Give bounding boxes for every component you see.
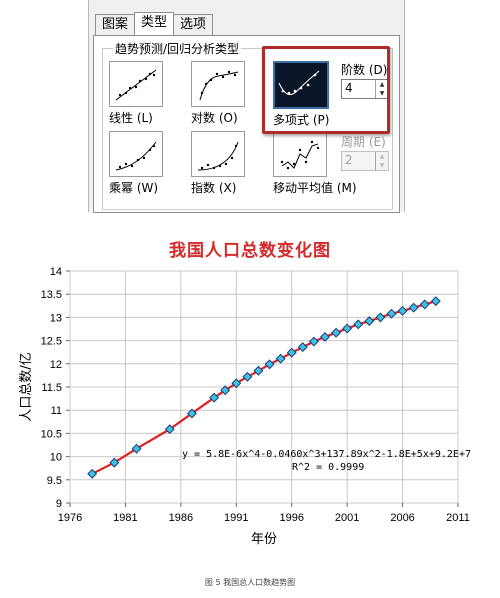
period-value: 2 — [345, 153, 353, 167]
x-tick-label: 1986 — [169, 512, 193, 524]
x-tick-label: 1991 — [224, 512, 248, 524]
data-point — [308, 336, 319, 347]
data-point — [408, 302, 419, 313]
y-tick-label: 10.5 — [41, 428, 62, 440]
option-log-label: 对数 (O) — [191, 111, 238, 125]
data-point — [430, 296, 441, 307]
data-point — [231, 378, 242, 389]
y-tick-label: 11 — [51, 405, 62, 417]
data-point — [87, 468, 98, 479]
population-chart: 9 9.5 10 10.5 11 11.5 12 12.5 13 13.5 14 1976 1981 19… — [19, 266, 471, 547]
data-point — [186, 408, 197, 419]
data-point — [353, 319, 364, 330]
data-point — [375, 312, 386, 323]
option-power[interactable]: 乘幂 (W) — [109, 131, 173, 196]
option-polynomial-label: 多项式 (P) — [273, 113, 330, 127]
y-tick-label: 13 — [50, 312, 62, 324]
data-point — [397, 305, 408, 316]
y-tick-label: 14 — [50, 266, 62, 278]
option-polynomial[interactable]: 多项式 (P) — [273, 61, 337, 128]
option-log[interactable]: 对数 (O) — [191, 61, 255, 126]
y-axis-label: 人口总数/亿 — [19, 352, 34, 421]
option-moving-average[interactable]: 移动平均值 (M) — [273, 131, 357, 196]
exponential-trend-icon — [191, 131, 245, 177]
linear-trend-icon — [109, 61, 163, 107]
y-tick-label: 9.5 — [47, 475, 62, 487]
y-tick-label: 10 — [50, 452, 62, 464]
option-power-label: 乘幂 (W) — [109, 181, 159, 195]
data-point — [242, 371, 253, 382]
tab-type[interactable]: 类型 — [134, 12, 175, 35]
order-down-icon[interactable]: ▼ — [379, 90, 385, 97]
trend-type-group-title: 趋势预测/回归分析类型 — [113, 40, 242, 57]
data-point — [342, 323, 353, 334]
r-squared-label: R^2 = 0.9999 — [292, 462, 364, 473]
data-point — [209, 392, 220, 403]
y-tick-label: 11.5 — [41, 382, 62, 394]
y-tick-label: 12 — [50, 359, 62, 371]
tab-pattern[interactable]: 图案 — [95, 14, 136, 35]
y-tick-label: 12.5 — [41, 336, 62, 348]
data-point — [131, 443, 142, 454]
x-tick-label: 2006 — [390, 512, 414, 524]
tab-options[interactable]: 选项 — [173, 14, 214, 35]
data-point — [364, 316, 375, 327]
option-exponential-label: 指数 (X) — [191, 181, 237, 195]
option-exponential[interactable]: 指数 (X) — [191, 131, 255, 196]
data-point — [320, 331, 330, 342]
chart-title: 我国人口总数变化图 — [169, 241, 331, 261]
option-moving-average-label: 移动平均值 (M) — [273, 181, 357, 195]
data-point — [275, 353, 286, 364]
figure-caption: 图 5 我国总人口数趋势图 — [204, 578, 296, 587]
trend-type-group: 趋势预测/回归分析类型 线性 (L) 对数 (O) — [102, 40, 393, 210]
power-trend-icon — [109, 131, 163, 177]
period-down-icon: ▼ — [379, 162, 385, 169]
x-tick-label: 2011 — [446, 512, 470, 524]
moving-average-icon — [273, 131, 327, 177]
period-label: 周期 (E) — [341, 135, 386, 149]
order-up-icon[interactable]: ▲ — [379, 81, 385, 88]
y-tick-label: 13.5 — [41, 289, 62, 301]
order-value[interactable]: 4 — [345, 81, 353, 95]
type-panel: 趋势预测/回归分析类型 线性 (L) 对数 (O) — [93, 35, 400, 213]
data-point — [164, 424, 175, 435]
x-tick-label: 1981 — [113, 512, 137, 524]
data-point — [419, 299, 430, 310]
data-point — [286, 347, 297, 358]
dialog-tabs: 图案 类型 选项 — [95, 12, 214, 36]
log-trend-icon — [191, 61, 245, 107]
order-spinner[interactable]: 4 ▲ ▼ — [341, 79, 389, 99]
period-up-icon: ▲ — [379, 153, 385, 160]
x-tick-label: 1976 — [58, 512, 82, 524]
polynomial-trend-icon — [273, 61, 329, 109]
option-linear[interactable]: 线性 (L) — [109, 61, 173, 126]
data-point — [264, 359, 275, 370]
data-point — [109, 457, 120, 468]
trendline-dialog: 图案 类型 选项 趋势预测/回归分析类型 线性 (L) 对数 (O) — [88, 0, 405, 213]
x-tick-label: 1996 — [279, 512, 303, 524]
y-tick-label: 9 — [56, 498, 62, 510]
data-point — [253, 365, 264, 376]
period-spinner: 2 ▲ ▼ — [341, 151, 389, 171]
data-point — [297, 342, 308, 353]
x-tick-label: 2001 — [335, 512, 359, 524]
order-label: 阶数 (D) — [341, 63, 388, 77]
trendline-equation: y = 5.8E-6x^4-0.0460x^3+137.89x^2-1.8E+5… — [182, 449, 471, 460]
polynomial-highlight-box — [262, 46, 390, 134]
x-axis-label: 年份 — [251, 532, 277, 547]
option-linear-label: 线性 (L) — [109, 111, 153, 125]
data-point — [331, 327, 342, 338]
data-point — [220, 385, 231, 396]
data-point — [386, 308, 397, 319]
